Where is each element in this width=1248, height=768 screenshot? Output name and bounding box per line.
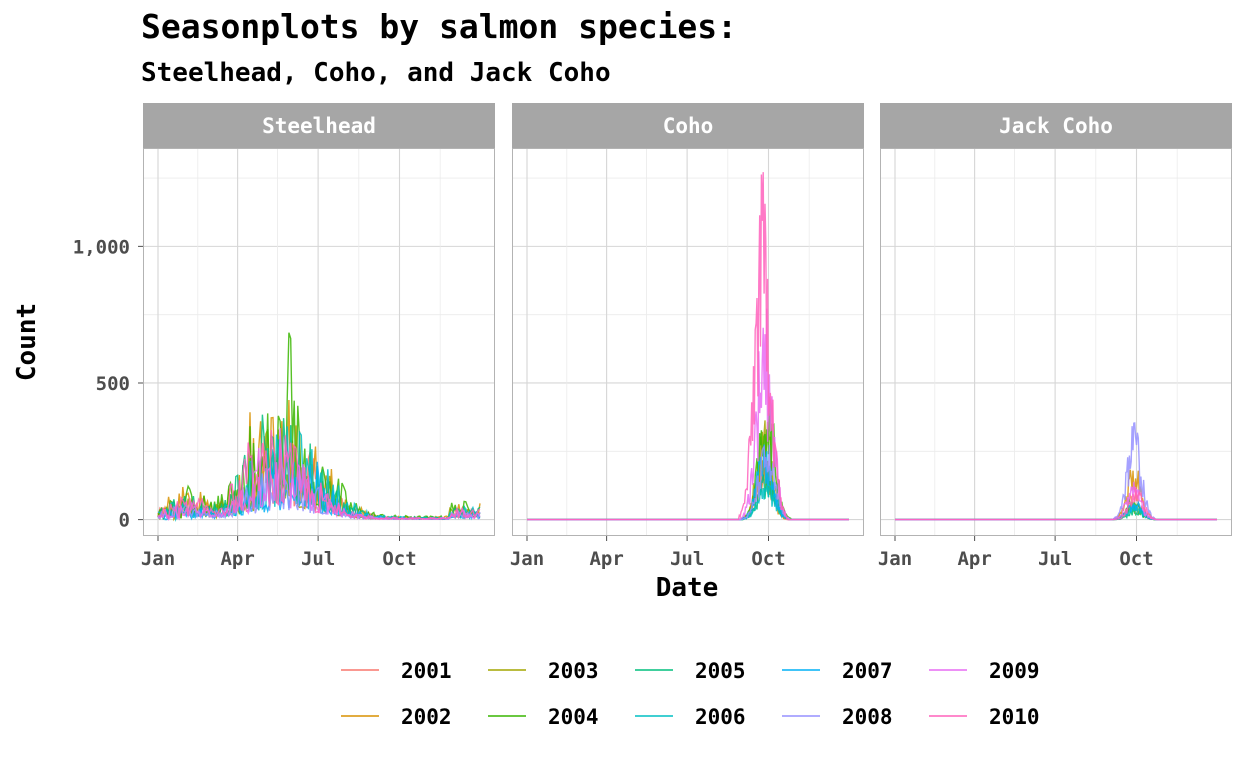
x-tick-label: Apr <box>220 548 254 570</box>
legend-label: 2004 <box>548 705 599 729</box>
y-tick-label: 0 <box>119 510 130 532</box>
facet-strip <box>143 103 495 148</box>
legend-item-2009: 2009 <box>929 659 1040 683</box>
x-tick-label: Oct <box>1119 548 1153 570</box>
legend-label: 2007 <box>842 659 893 683</box>
x-tick-label: Jan <box>878 548 912 570</box>
legend-label: 2009 <box>989 659 1040 683</box>
y-axis-title: Count <box>12 303 42 381</box>
x-tick-label: Oct <box>751 548 785 570</box>
legend-item-2007: 2007 <box>782 659 893 683</box>
facet-panel-jack-coho: Jack Coho Jan Apr Jul Oct <box>878 103 1232 570</box>
legend-item-2001: 2001 <box>341 659 452 683</box>
x-tick-label: Jan <box>510 548 544 570</box>
facet-strip-label: Jack Coho <box>999 114 1113 138</box>
legend-label: 2001 <box>401 659 452 683</box>
legend-label: 2008 <box>842 705 893 729</box>
y-axis: 0 500 1,000 <box>73 236 143 532</box>
panel-border <box>143 148 495 536</box>
legend-label: 2010 <box>989 705 1040 729</box>
chart-title: Seasonplots by salmon species: <box>141 7 737 46</box>
legend-label: 2005 <box>695 659 746 683</box>
x-axis-title: Date <box>656 573 719 603</box>
y-tick-label: 500 <box>96 373 130 395</box>
legend-item-2006: 2006 <box>635 705 746 729</box>
legend-item-2010: 2010 <box>929 705 1040 729</box>
series-line-2010 <box>157 430 481 521</box>
series-lines <box>527 172 849 521</box>
legend-label: 2003 <box>548 659 599 683</box>
x-tick-label: Jul <box>301 548 335 570</box>
legend: 2001 2002 2003 2004 2005 2006 2007 2008 2009 2010 <box>341 659 1040 729</box>
series-line-2010 <box>527 172 849 521</box>
panel-background <box>880 148 1232 536</box>
x-tick-label: Jul <box>670 548 704 570</box>
chart-subtitle: Steelhead, Coho, and Jack Coho <box>141 58 611 88</box>
panel-border <box>880 148 1232 536</box>
facet-strip-label: Steelhead <box>262 114 376 138</box>
series-lines <box>895 422 1217 521</box>
facet-strip-label: Coho <box>663 114 714 138</box>
x-tick-label: Jan <box>141 548 175 570</box>
facet-strip <box>512 103 864 148</box>
facet-panel-coho: Coho Jan Apr Jul Oct <box>510 103 864 570</box>
series-line-2010 <box>895 487 1217 521</box>
legend-item-2003: 2003 <box>488 659 599 683</box>
panel-background <box>143 148 495 536</box>
x-tick-label: Oct <box>382 548 416 570</box>
x-tick-label: Apr <box>957 548 991 570</box>
x-tick-label: Jul <box>1038 548 1072 570</box>
y-tick-label: 1,000 <box>73 236 130 258</box>
series-lines <box>157 332 481 523</box>
legend-item-2002: 2002 <box>341 705 452 729</box>
legend-item-2005: 2005 <box>635 659 746 683</box>
legend-item-2004: 2004 <box>488 705 599 729</box>
x-tick-label: Apr <box>589 548 623 570</box>
facet-panel-steelhead: Steelhead Jan Apr Jul Oct <box>141 103 495 570</box>
legend-label: 2006 <box>695 705 746 729</box>
facet-strip <box>880 103 1232 148</box>
legend-item-2008: 2008 <box>782 705 893 729</box>
panel-background <box>512 148 864 536</box>
panel-border <box>512 148 864 536</box>
legend-label: 2002 <box>401 705 452 729</box>
